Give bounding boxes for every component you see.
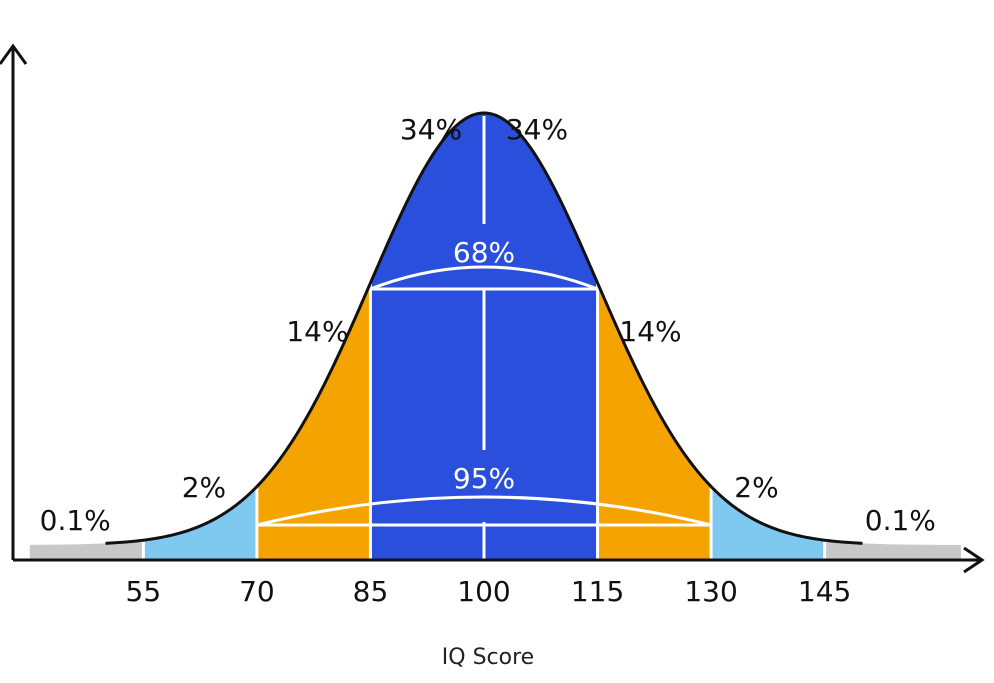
x-tick-labels: 55 70 85 100 115 130 145	[126, 575, 852, 608]
x-tick-label: 55	[126, 575, 162, 608]
bell-curve-line	[105, 111, 863, 545]
band-percentage-label: 14%	[286, 315, 348, 348]
band-6	[824, 540, 961, 560]
band-2	[256, 282, 371, 560]
band-4	[597, 282, 712, 560]
x-axis-title: IQ Score	[442, 645, 534, 670]
bracket-annotations: 68% 95%	[256, 236, 712, 527]
percentage-labels: 0.1% 2% 14% 34% 34% 14% 2% 0.1%	[40, 113, 936, 537]
bracket-arc	[369, 265, 599, 291]
band-percentage-label: 0.1%	[40, 504, 111, 537]
x-tick-label: 85	[353, 575, 389, 608]
band-percentage-label: 0.1%	[865, 504, 936, 537]
band-0	[29, 540, 144, 560]
bracket-label: 68%	[453, 236, 515, 269]
x-tick-label: 100	[457, 575, 510, 608]
band-percentage-label: 2%	[182, 471, 226, 504]
band-5	[711, 486, 825, 560]
bracket-arc	[256, 495, 712, 527]
band-1	[143, 486, 257, 560]
bracket-label: 95%	[453, 462, 515, 495]
y-axis-arrowhead	[0, 43, 28, 65]
band-dividers	[141, 116, 827, 560]
band-percentage-label: 34%	[400, 113, 462, 146]
band-percentage-label: 2%	[734, 471, 778, 504]
x-tick-label: 145	[798, 575, 851, 608]
x-tick-label: 115	[571, 575, 624, 608]
band-percentage-label: 34%	[506, 113, 568, 146]
x-tick-label: 70	[239, 575, 275, 608]
band-percentage-label: 14%	[619, 315, 681, 348]
x-tick-label: 130	[684, 575, 737, 608]
x-axis-arrowhead	[963, 546, 985, 574]
